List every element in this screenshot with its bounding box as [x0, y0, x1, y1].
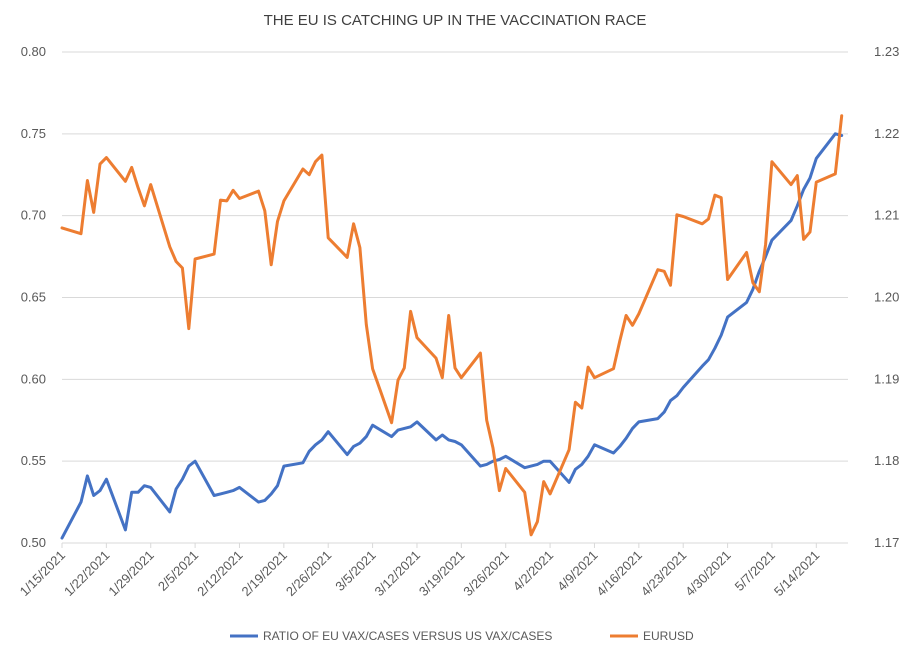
series-line-ratio [60, 132, 844, 540]
legend-label-eurusd: EURUSD [643, 629, 694, 643]
x-axis-tick-label: 2/19/2021 [238, 548, 290, 600]
legend-label-ratio: RATIO OF EU VAX/CASES VERSUS US VAX/CASE… [263, 629, 552, 643]
x-axis-tick-label: 4/2/2021 [510, 548, 556, 594]
x-axis-tick-label: 2/12/2021 [194, 548, 246, 600]
right-axis-tick-label: 1.18 [874, 453, 899, 468]
x-axis-tick-label: 1/15/2021 [17, 548, 69, 600]
right-axis-tick-label: 1.17 [874, 535, 899, 550]
series-lines [60, 114, 844, 540]
left-axis-tick-label: 0.55 [21, 453, 46, 468]
legend: RATIO OF EU VAX/CASES VERSUS US VAX/CASE… [230, 629, 694, 643]
x-axis-tick-label: 4/30/2021 [682, 548, 734, 600]
right-axis-ticks: 1.17 1.18 1.19 1.20 1.21 1.22 1.23 [874, 44, 899, 550]
x-axis-tick-label: 4/16/2021 [593, 548, 645, 600]
left-axis-tick-label: 0.65 [21, 290, 46, 305]
x-axis-tick-label: 3/12/2021 [372, 548, 424, 600]
series-line-eurusd [60, 114, 844, 537]
right-axis-tick-label: 1.22 [874, 126, 899, 141]
x-axis-tick-label: 3/19/2021 [416, 548, 468, 600]
left-axis-tick-label: 0.50 [21, 535, 46, 550]
left-axis-tick-label: 0.80 [21, 44, 46, 59]
right-axis-tick-label: 1.20 [874, 290, 899, 305]
x-axis-tick-label: 1/22/2021 [61, 548, 113, 600]
x-axis-ticks: 1/15/20211/22/20211/29/20212/5/20212/12/… [17, 543, 823, 600]
right-axis-tick-label: 1.19 [874, 371, 899, 386]
x-axis-tick-label: 3/26/2021 [460, 548, 512, 600]
gridlines [62, 51, 848, 544]
x-axis-tick-label: 5/14/2021 [771, 548, 823, 600]
x-axis-tick-label: 4/23/2021 [638, 548, 690, 600]
left-axis-tick-label: 0.75 [21, 126, 46, 141]
chart-title: THE EU IS CATCHING UP IN THE VACCINATION… [264, 12, 647, 29]
x-axis-tick-label: 1/29/2021 [105, 548, 157, 600]
left-axis-ticks: 0.50 0.55 0.60 0.65 0.70 0.75 0.80 [21, 44, 46, 550]
right-axis-tick-label: 1.23 [874, 44, 899, 59]
left-axis-tick-label: 0.60 [21, 371, 46, 386]
right-axis-tick-label: 1.21 [874, 208, 899, 223]
x-axis-tick-label: 2/26/2021 [283, 548, 335, 600]
left-axis-tick-label: 0.70 [21, 208, 46, 223]
